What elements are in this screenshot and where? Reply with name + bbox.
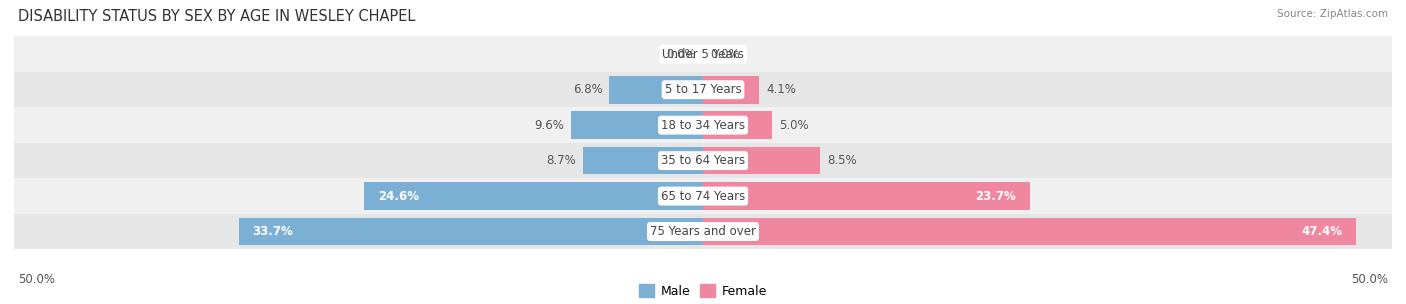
Text: 50.0%: 50.0% (1351, 273, 1388, 286)
Text: 8.5%: 8.5% (827, 154, 856, 167)
Text: 9.6%: 9.6% (534, 119, 564, 132)
Bar (364, 182, 703, 210)
Text: 0.0%: 0.0% (666, 48, 696, 61)
Bar (583, 147, 703, 174)
Text: 33.7%: 33.7% (253, 225, 294, 238)
Text: 4.1%: 4.1% (766, 83, 796, 96)
Bar (14, 178, 1392, 214)
Text: 8.7%: 8.7% (547, 154, 576, 167)
Bar (609, 76, 703, 103)
Bar (239, 218, 703, 245)
Bar (14, 107, 1392, 143)
Legend: Male, Female: Male, Female (634, 279, 772, 302)
Bar (14, 72, 1392, 107)
Bar (703, 76, 759, 103)
Text: 5.0%: 5.0% (779, 119, 808, 132)
Text: 0.0%: 0.0% (710, 48, 740, 61)
Text: 18 to 34 Years: 18 to 34 Years (661, 119, 745, 132)
Text: 75 Years and over: 75 Years and over (650, 225, 756, 238)
Text: Under 5 Years: Under 5 Years (662, 48, 744, 61)
Text: 5 to 17 Years: 5 to 17 Years (665, 83, 741, 96)
Text: Source: ZipAtlas.com: Source: ZipAtlas.com (1277, 9, 1388, 19)
Bar (703, 182, 1029, 210)
Text: DISABILITY STATUS BY SEX BY AGE IN WESLEY CHAPEL: DISABILITY STATUS BY SEX BY AGE IN WESLE… (18, 9, 416, 24)
Text: 24.6%: 24.6% (378, 190, 419, 202)
Bar (703, 147, 820, 174)
Bar (703, 218, 1357, 245)
Text: 65 to 74 Years: 65 to 74 Years (661, 190, 745, 202)
Bar (703, 111, 772, 139)
Text: 6.8%: 6.8% (572, 83, 602, 96)
Text: 50.0%: 50.0% (18, 273, 55, 286)
Bar (571, 111, 703, 139)
Text: 47.4%: 47.4% (1302, 225, 1343, 238)
Text: 23.7%: 23.7% (974, 190, 1015, 202)
Bar (14, 143, 1392, 178)
Bar (14, 36, 1392, 72)
Bar (14, 214, 1392, 249)
Text: 35 to 64 Years: 35 to 64 Years (661, 154, 745, 167)
